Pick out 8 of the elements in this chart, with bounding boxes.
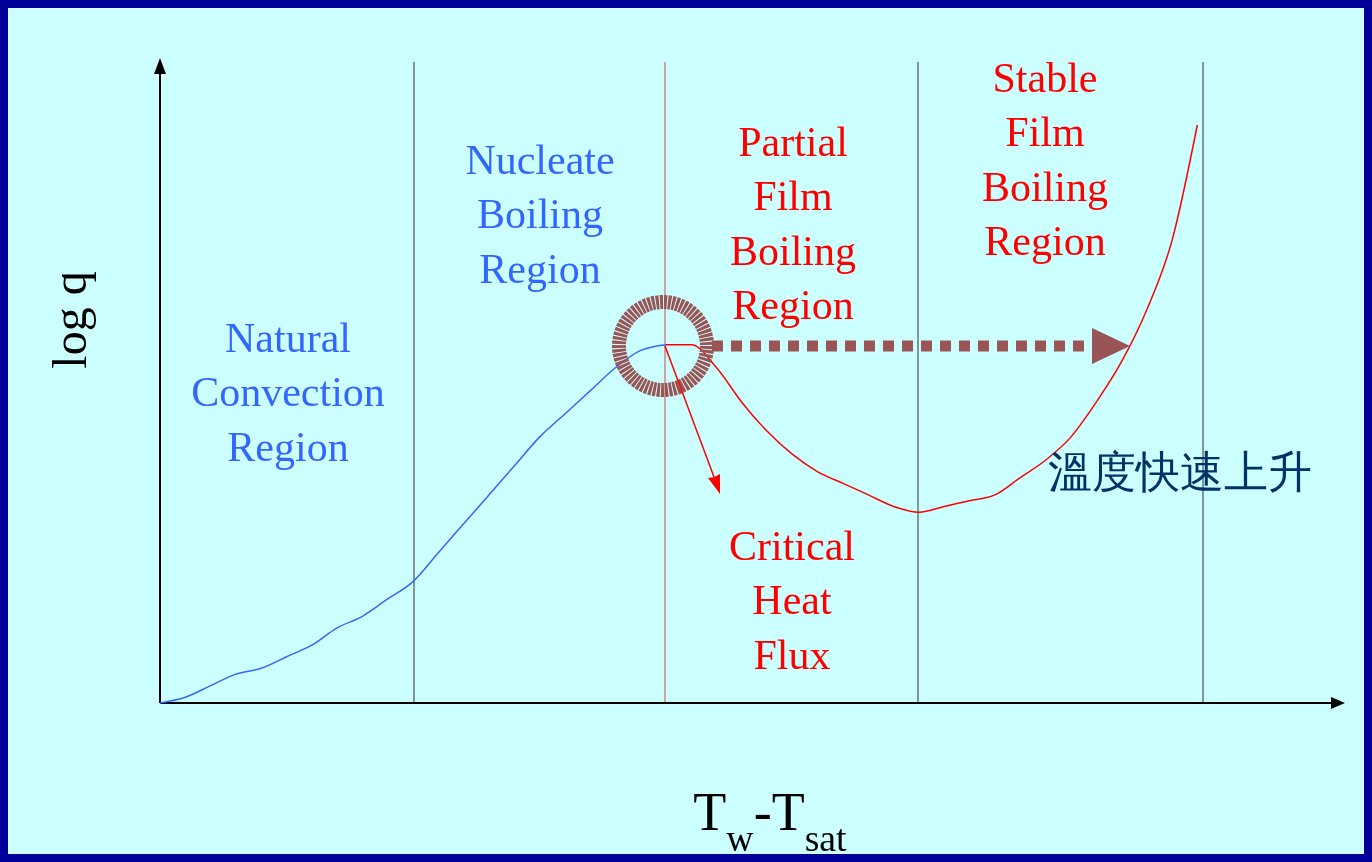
x-axis-title: T$_{w}$-T$_{sat}$ [693, 782, 848, 859]
annotation: Nucleate Boiling Region [465, 136, 615, 292]
y-axis-title: log q [43, 271, 96, 369]
annotation: 溫度快速上升 [1048, 446, 1312, 498]
annotation: Critical Heat Flux [729, 522, 855, 678]
annotation: Natural Convection Region [191, 314, 385, 470]
annotation: Stable Film Boiling Region [981, 54, 1109, 265]
annotation: Partial Film Boiling Region [729, 118, 857, 329]
